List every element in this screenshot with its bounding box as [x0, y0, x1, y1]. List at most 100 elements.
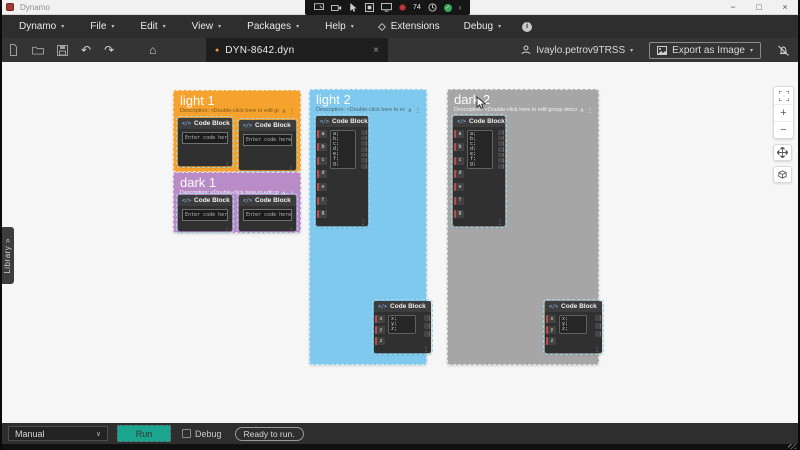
output-port[interactable] [424, 315, 430, 321]
group-menu-icon[interactable]: ⋮ [289, 109, 295, 115]
bell-slash-icon[interactable] [777, 44, 790, 57]
code-input[interactable]: Enter code here [243, 209, 292, 221]
maximize-button[interactable]: □ [756, 2, 762, 12]
tab-close-icon[interactable]: × [373, 44, 379, 56]
input-port[interactable]: z [375, 337, 385, 345]
collapse-group-icon[interactable]: ∧ [407, 108, 412, 114]
group-light-2[interactable]: light 2 Description: <Double-click here … [309, 89, 433, 365]
output-port[interactable] [361, 164, 367, 169]
zoom-in-button[interactable]: + [774, 104, 793, 121]
input-port[interactable]: x [546, 315, 556, 323]
home-icon[interactable]: ⌂ [149, 43, 157, 57]
output-port[interactable] [498, 147, 504, 152]
output-port[interactable] [361, 135, 367, 141]
open-folder-icon[interactable] [32, 45, 44, 55]
sync-icon[interactable] [428, 3, 437, 12]
menu-item[interactable]: Packages ▾ [247, 21, 300, 32]
group-description[interactable]: Description: <Double-click here to edit … [316, 107, 405, 113]
group-description[interactable]: Description: <Double-click here to edit … [180, 190, 279, 196]
input-port[interactable]: d [454, 169, 464, 178]
output-port[interactable] [498, 135, 504, 141]
close-button[interactable]: × [782, 2, 788, 12]
group-menu-icon[interactable]: ⋮ [415, 108, 421, 114]
group-menu-icon[interactable]: ⋮ [289, 191, 295, 197]
library-panel-tab[interactable]: Library » [0, 227, 14, 284]
group-title[interactable]: dark 2 [454, 92, 491, 107]
input-port[interactable]: b [454, 143, 464, 152]
workspace-canvas[interactable]: Library » light 1 Description: <Double-c… [0, 62, 800, 423]
screenshare-icon[interactable] [381, 3, 392, 12]
output-port[interactable] [498, 141, 504, 147]
input-port[interactable]: x [375, 315, 385, 323]
file-tab[interactable]: ● DYN-8642.dyn × [206, 38, 388, 62]
node-menu-icon[interactable]: ⋮ [288, 228, 294, 234]
output-port[interactable] [361, 158, 367, 164]
input-port[interactable]: e [317, 183, 327, 192]
code-input[interactable]: Enter code here [243, 134, 292, 146]
new-file-icon[interactable] [8, 44, 19, 56]
redo-icon[interactable]: ↷ [104, 43, 115, 57]
input-port[interactable]: a [317, 130, 327, 138]
group-menu-icon[interactable]: ⋮ [587, 108, 593, 114]
input-port[interactable]: a [454, 130, 464, 138]
menu-item[interactable]: File ▾ [90, 21, 115, 32]
group-dark-2[interactable]: dark 2 Description: <Double-click here t… [447, 89, 604, 365]
output-port[interactable] [361, 147, 367, 152]
input-port[interactable]: f [317, 196, 327, 205]
code-editor[interactable]: x; y; z; [388, 315, 416, 334]
group-title[interactable]: light 2 [316, 92, 351, 107]
pan-button[interactable] [773, 144, 792, 161]
input-port[interactable]: e [454, 183, 464, 192]
menu-item[interactable]: Edit ▾ [140, 21, 166, 32]
input-port[interactable]: c [454, 156, 464, 165]
run-button[interactable]: Run [117, 425, 171, 442]
input-port[interactable]: y [546, 326, 556, 334]
code-editor[interactable]: a; b; c; d; e; f; g; [330, 130, 356, 169]
debug-checkbox[interactable]: Debug [182, 429, 222, 439]
input-port[interactable]: g [317, 209, 327, 218]
menu-item-debug[interactable]: Debug ▾ [463, 21, 502, 32]
minimize-button[interactable]: − [730, 2, 736, 12]
output-port[interactable] [498, 130, 504, 135]
node-menu-icon[interactable]: ⋮ [224, 163, 230, 169]
orbit-button[interactable] [773, 166, 792, 183]
output-port[interactable] [498, 152, 504, 158]
code-block-node[interactable]: </> Code Block Enter code here ⋮ [176, 193, 234, 234]
node-menu-icon[interactable]: ⋮ [360, 220, 366, 226]
output-port[interactable] [595, 315, 601, 321]
output-port[interactable] [424, 331, 430, 337]
input-port[interactable]: g [454, 209, 464, 218]
output-port[interactable] [498, 164, 504, 169]
output-port[interactable] [361, 141, 367, 147]
input-port[interactable]: b [317, 143, 327, 152]
zoom-out-button[interactable]: − [774, 121, 793, 138]
output-port[interactable] [498, 158, 504, 164]
collapse-group-icon[interactable]: ∧ [579, 108, 584, 114]
input-port[interactable]: y [375, 326, 385, 334]
output-port[interactable] [361, 130, 367, 135]
code-block-node[interactable]: </> Code Block Enter code here ⋮ [176, 116, 234, 169]
screen-annotate-icon[interactable] [314, 3, 324, 12]
export-as-image-button[interactable]: Export as Image ▾ [649, 41, 761, 59]
code-block-node[interactable]: </> Code Block Enter code here ⋮ [237, 193, 298, 234]
node-menu-icon[interactable]: ⋮ [224, 228, 230, 234]
menu-item[interactable]: View ▾ [191, 21, 222, 32]
checkbox-icon[interactable] [182, 429, 191, 438]
node-menu-icon[interactable]: ⋮ [594, 347, 600, 353]
notifications-icon[interactable]: i [522, 21, 533, 32]
menu-item[interactable]: Help ▾ [325, 21, 354, 32]
run-mode-select[interactable]: Manual ∨ [8, 426, 108, 441]
output-port[interactable] [595, 331, 601, 337]
save-icon[interactable] [57, 44, 68, 56]
input-port[interactable]: d [317, 169, 327, 178]
group-dark-1[interactable]: dark 1 Description: <Double-click here t… [173, 172, 301, 234]
resize-grip[interactable] [788, 444, 796, 449]
fit-to-screen-button[interactable] [774, 87, 793, 104]
input-port[interactable]: c [317, 156, 327, 165]
collapse-group-icon[interactable]: ∧ [281, 191, 286, 197]
code-input[interactable]: Enter code here [182, 209, 228, 221]
menu-item-extensions[interactable]: Extensions [367, 21, 451, 32]
